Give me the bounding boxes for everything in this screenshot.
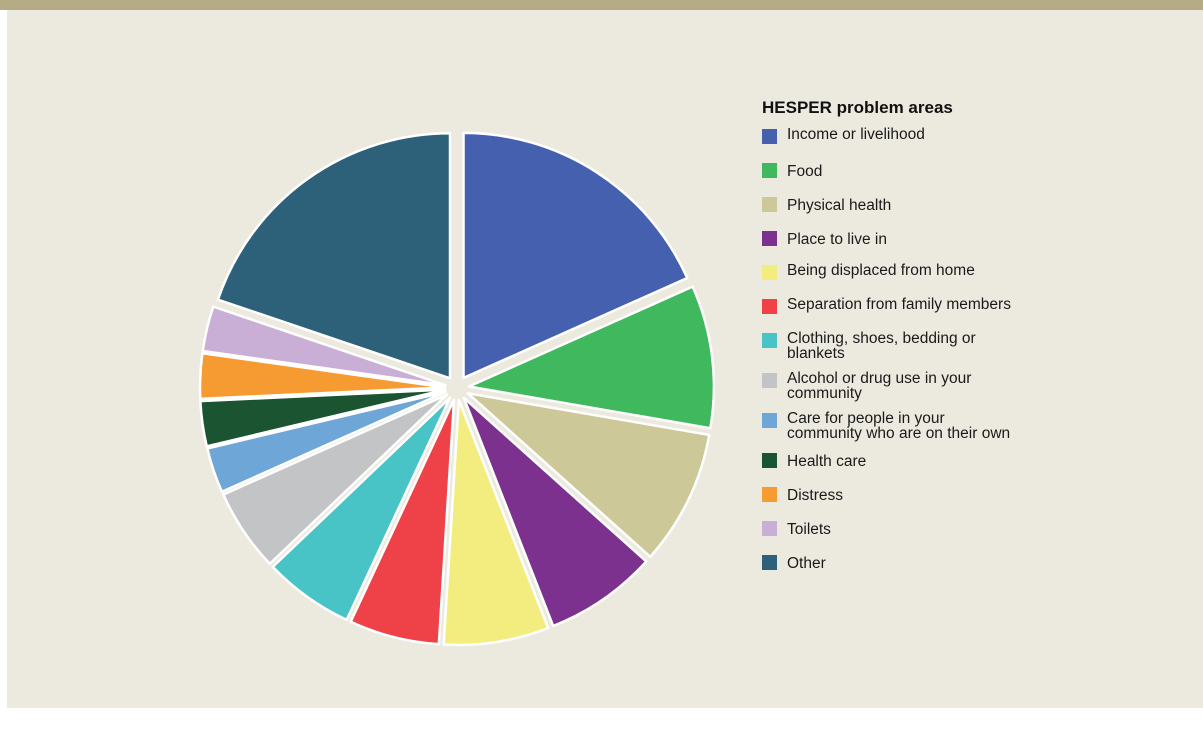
legend-swatch — [762, 413, 777, 428]
pie-slice-place-to-live-in — [462, 396, 648, 628]
legend-item-clothing-shoes-bedding-or-blankets: Clothing, shoes, bedding or blankets — [762, 328, 1022, 361]
legend-swatch — [762, 299, 777, 314]
legend-label: Being displaced from home — [787, 262, 975, 279]
legend-item-physical-health: Physical health — [762, 192, 1022, 219]
pie-slice-being-displaced-from-home — [442, 398, 550, 647]
legend-label: Distress — [787, 487, 843, 504]
legend-swatch — [762, 265, 777, 280]
legend-item-health-care: Health care — [762, 448, 1022, 475]
legend-swatch — [762, 197, 777, 212]
legend-item-alcohol-or-drug-use-in-your-community: Alcohol or drug use in your community — [762, 368, 1022, 401]
pie-slice-alcohol-or-drug-use-in-your-community — [222, 393, 449, 566]
pie-slice-separation-from-family-members — [349, 398, 456, 646]
legend-label: Income or livelihood — [787, 126, 925, 143]
pie-slice-physical-health — [466, 391, 711, 559]
legend-label: Food — [787, 163, 823, 180]
legend-swatch — [762, 487, 777, 502]
legend-label: Place to live in — [787, 231, 887, 248]
legend-label: Alcohol or drug use in your community — [787, 370, 972, 402]
legend-item-separation-from-family-members: Separation from family members — [762, 294, 1022, 321]
legend-title: HESPER problem areas — [762, 98, 953, 117]
legend-label: Care for people in your community who ar… — [787, 410, 1011, 442]
legend-swatch — [762, 163, 777, 178]
legend-swatch — [762, 555, 777, 570]
legend-item-place-to-live-in: Place to live in — [762, 226, 1022, 253]
legend-label: Other — [787, 555, 826, 572]
legend-item-care-for-people-in-your-community-who-are-on-their-own: Care for people in your community who ar… — [762, 408, 1022, 441]
pie-slice-other — [216, 131, 452, 380]
legend-item-distress: Distress — [762, 482, 1022, 509]
legend-label: Separation from family members — [787, 296, 1011, 313]
legend-label: Toilets — [787, 521, 831, 538]
legend-label: Physical health — [787, 197, 892, 214]
legend-item-income-or-livelihood: Income or livelihood — [762, 124, 1022, 151]
legend-swatch — [762, 129, 777, 144]
pie-slice-clothing-shoes-bedding-or-blankets — [271, 396, 452, 622]
legend-item-other: Other — [762, 550, 1022, 577]
pie-slice-distress — [198, 352, 447, 401]
pie-slice-care-for-people-in-your-community-who-are-on-their-own — [206, 390, 447, 493]
pie-slice-food — [467, 285, 716, 430]
legend: HESPER problem areas Income or livelihoo… — [762, 96, 1022, 584]
legend-label: Clothing, shoes, bedding or blankets — [787, 330, 976, 362]
legend-swatch — [762, 231, 777, 246]
pie-slice-health-care — [199, 388, 447, 448]
legend-swatch — [762, 373, 777, 388]
legend-swatch — [762, 333, 777, 348]
legend-label: Health care — [787, 453, 867, 470]
legend-item-food: Food — [762, 158, 1022, 185]
pie-slice-toilets — [201, 305, 447, 387]
header-band — [0, 0, 1203, 10]
legend-swatch — [762, 453, 777, 468]
legend-swatch — [762, 521, 777, 536]
legend-item-being-displaced-from-home: Being displaced from home — [762, 260, 1022, 287]
pie-slice-income-or-livelihood — [462, 131, 689, 380]
legend-item-toilets: Toilets — [762, 516, 1022, 543]
